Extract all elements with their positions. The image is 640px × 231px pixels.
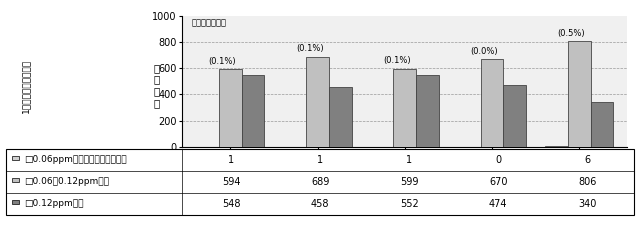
Text: (0.1%): (0.1%) xyxy=(209,57,236,66)
Bar xyxy=(591,102,613,147)
Text: 6: 6 xyxy=(584,155,590,165)
Bar xyxy=(242,75,264,147)
Text: (0.1%): (0.1%) xyxy=(296,45,323,54)
Text: 1: 1 xyxy=(317,155,323,165)
Text: □0.06～0.12ppm未満: □0.06～0.12ppm未満 xyxy=(24,177,109,186)
Bar xyxy=(219,69,242,147)
Text: 測
定
局
数: 測 定 局 数 xyxy=(154,63,160,108)
Text: 599: 599 xyxy=(400,177,419,187)
Bar xyxy=(545,146,568,147)
Text: 0: 0 xyxy=(495,155,501,165)
Text: 458: 458 xyxy=(311,199,330,209)
Text: (0.0%): (0.0%) xyxy=(470,47,498,56)
Bar xyxy=(503,85,526,147)
Text: 670: 670 xyxy=(489,177,508,187)
Text: 548: 548 xyxy=(222,199,241,209)
Text: 552: 552 xyxy=(400,199,419,209)
Text: 環境基準達成率: 環境基準達成率 xyxy=(191,18,226,27)
Bar xyxy=(416,75,439,147)
Text: 594: 594 xyxy=(222,177,241,187)
Bar xyxy=(394,69,416,147)
Text: 806: 806 xyxy=(578,177,596,187)
Bar xyxy=(481,59,503,147)
Text: (0.1%): (0.1%) xyxy=(383,56,411,65)
Text: 1時間値の年間最高値: 1時間値の年間最高値 xyxy=(21,58,30,112)
Text: □0.06ppm以下（環境基準達成）: □0.06ppm以下（環境基準達成） xyxy=(24,155,127,164)
Bar xyxy=(329,87,351,147)
Text: (0.5%): (0.5%) xyxy=(557,29,585,38)
Text: 340: 340 xyxy=(578,199,596,209)
Text: 1: 1 xyxy=(228,155,234,165)
Bar xyxy=(568,42,591,147)
Text: 474: 474 xyxy=(489,199,508,209)
Text: 1: 1 xyxy=(406,155,412,165)
Text: □0.12ppm以上: □0.12ppm以上 xyxy=(24,199,84,208)
Bar xyxy=(307,57,329,147)
Text: 689: 689 xyxy=(311,177,330,187)
